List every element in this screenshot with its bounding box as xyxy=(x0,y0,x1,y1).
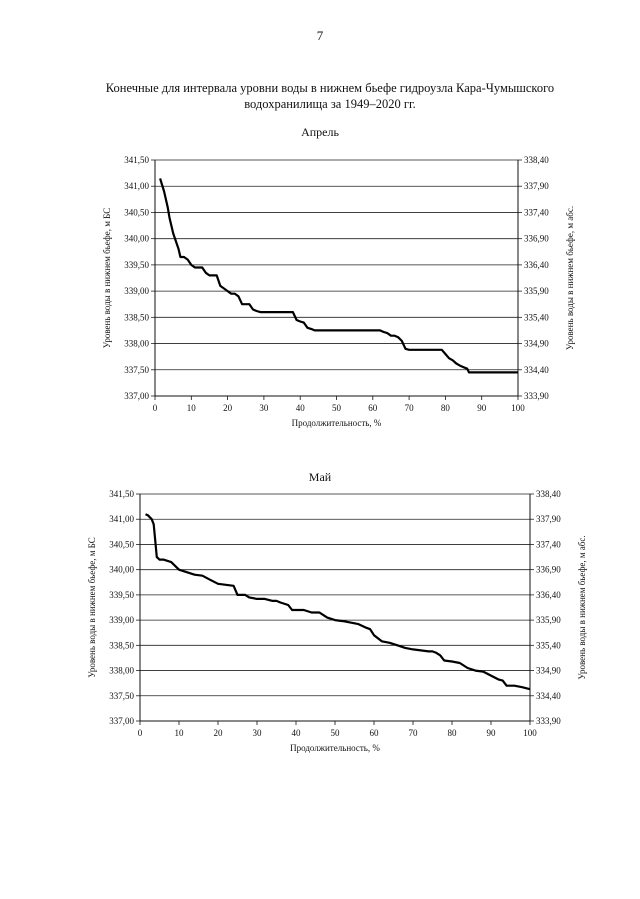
x-tick-label: 50 xyxy=(331,728,341,738)
y-tick-label-left: 337,00 xyxy=(124,391,149,401)
y-tick-label-left: 339,00 xyxy=(109,615,134,625)
x-tick-label: 70 xyxy=(405,403,415,413)
y-tick-label-left: 339,50 xyxy=(124,260,149,270)
x-tick-label: 0 xyxy=(138,728,143,738)
x-tick-label: 10 xyxy=(187,403,197,413)
y-tick-label-right: 334,90 xyxy=(524,339,549,349)
y-tick-label-left: 338,00 xyxy=(124,339,149,349)
y-tick-label-right: 337,90 xyxy=(536,514,561,524)
y-tick-label-right: 337,90 xyxy=(524,181,549,191)
y-tick-label-left: 340,00 xyxy=(109,565,134,575)
x-tick-label: 100 xyxy=(523,728,537,738)
y-tick-label-right: 337,40 xyxy=(536,539,561,549)
y-tick-label-right: 336,40 xyxy=(536,590,561,600)
x-tick-label: 20 xyxy=(214,728,224,738)
x-axis-title: Продолжительность, % xyxy=(290,743,380,753)
series-line xyxy=(145,513,531,691)
x-tick-label: 90 xyxy=(487,728,497,738)
y-tick-label-right: 335,40 xyxy=(536,640,561,650)
x-axis-title: Продолжительность, % xyxy=(292,418,382,428)
y-tick-label-left: 341,00 xyxy=(109,514,134,524)
y-tick-label-left: 338,50 xyxy=(109,640,134,650)
chart-title-may: Май xyxy=(308,470,332,484)
y-tick-label-right: 336,40 xyxy=(524,260,549,270)
y-tick-label-right: 334,90 xyxy=(536,666,561,676)
y-tick-label-left: 340,50 xyxy=(124,207,149,217)
y-tick-label-left: 341,00 xyxy=(124,181,149,191)
document-title-line-1: Конечные для интервала уровни воды в ниж… xyxy=(105,81,555,95)
y-tick-label-right: 336,90 xyxy=(536,565,561,575)
y-tick-label-right: 337,40 xyxy=(524,207,549,217)
x-tick-label: 30 xyxy=(259,403,269,413)
y-tick-label-right: 335,90 xyxy=(524,286,549,296)
y-axis-title-right: Уровень воды в нижнем бьефе, м абс. xyxy=(565,206,575,350)
y-tick-label-left: 337,00 xyxy=(109,716,134,726)
y-tick-label-right: 335,90 xyxy=(536,615,561,625)
y-tick-label-right: 338,40 xyxy=(536,489,561,499)
chart-title-april: Апрель xyxy=(301,125,339,139)
y-tick-label-left: 337,50 xyxy=(109,691,134,701)
document-title: Конечные для интервала уровни воды в ниж… xyxy=(60,80,600,112)
y-tick-label-right: 334,40 xyxy=(536,691,561,701)
y-tick-label-right: 333,90 xyxy=(536,716,561,726)
y-axis-title-left: Уровень воды в нижнем бьефе, м БС xyxy=(87,537,97,678)
x-tick-label: 80 xyxy=(441,403,451,413)
x-tick-label: 100 xyxy=(511,403,525,413)
y-tick-label-left: 341,50 xyxy=(124,155,149,165)
y-tick-label-left: 339,50 xyxy=(109,590,134,600)
y-tick-label-left: 339,00 xyxy=(124,286,149,296)
y-tick-label-right: 333,90 xyxy=(524,391,549,401)
series-line xyxy=(159,178,518,374)
document-title-line-2: водохранилища за 1949–2020 гг. xyxy=(244,97,416,111)
x-tick-label: 90 xyxy=(477,403,487,413)
x-tick-label: 50 xyxy=(332,403,342,413)
x-tick-label: 10 xyxy=(175,728,185,738)
x-tick-label: 60 xyxy=(368,403,378,413)
y-tick-label-left: 337,50 xyxy=(124,365,149,375)
y-tick-label-right: 334,40 xyxy=(524,365,549,375)
y-tick-label-left: 341,50 xyxy=(109,489,134,499)
x-tick-label: 40 xyxy=(292,728,302,738)
y-tick-label-right: 336,90 xyxy=(524,234,549,244)
y-tick-label-left: 338,50 xyxy=(124,312,149,322)
y-tick-label-left: 338,00 xyxy=(109,666,134,676)
x-tick-label: 60 xyxy=(370,728,380,738)
x-tick-label: 20 xyxy=(223,403,233,413)
x-tick-label: 0 xyxy=(153,403,158,413)
y-tick-label-left: 340,50 xyxy=(109,539,134,549)
page-number: 7 xyxy=(316,28,324,43)
x-tick-label: 30 xyxy=(253,728,263,738)
y-axis-title-left: Уровень воды в нижнем бьефе, м БС xyxy=(102,208,112,349)
x-tick-label: 80 xyxy=(448,728,458,738)
y-tick-label-right: 338,40 xyxy=(524,155,549,165)
x-tick-label: 70 xyxy=(409,728,419,738)
y-tick-label-left: 340,00 xyxy=(124,234,149,244)
y-axis-title-right: Уровень воды в нижнем бьефе, м абс. xyxy=(577,535,587,679)
x-tick-label: 40 xyxy=(296,403,306,413)
y-tick-label-right: 335,40 xyxy=(524,312,549,322)
